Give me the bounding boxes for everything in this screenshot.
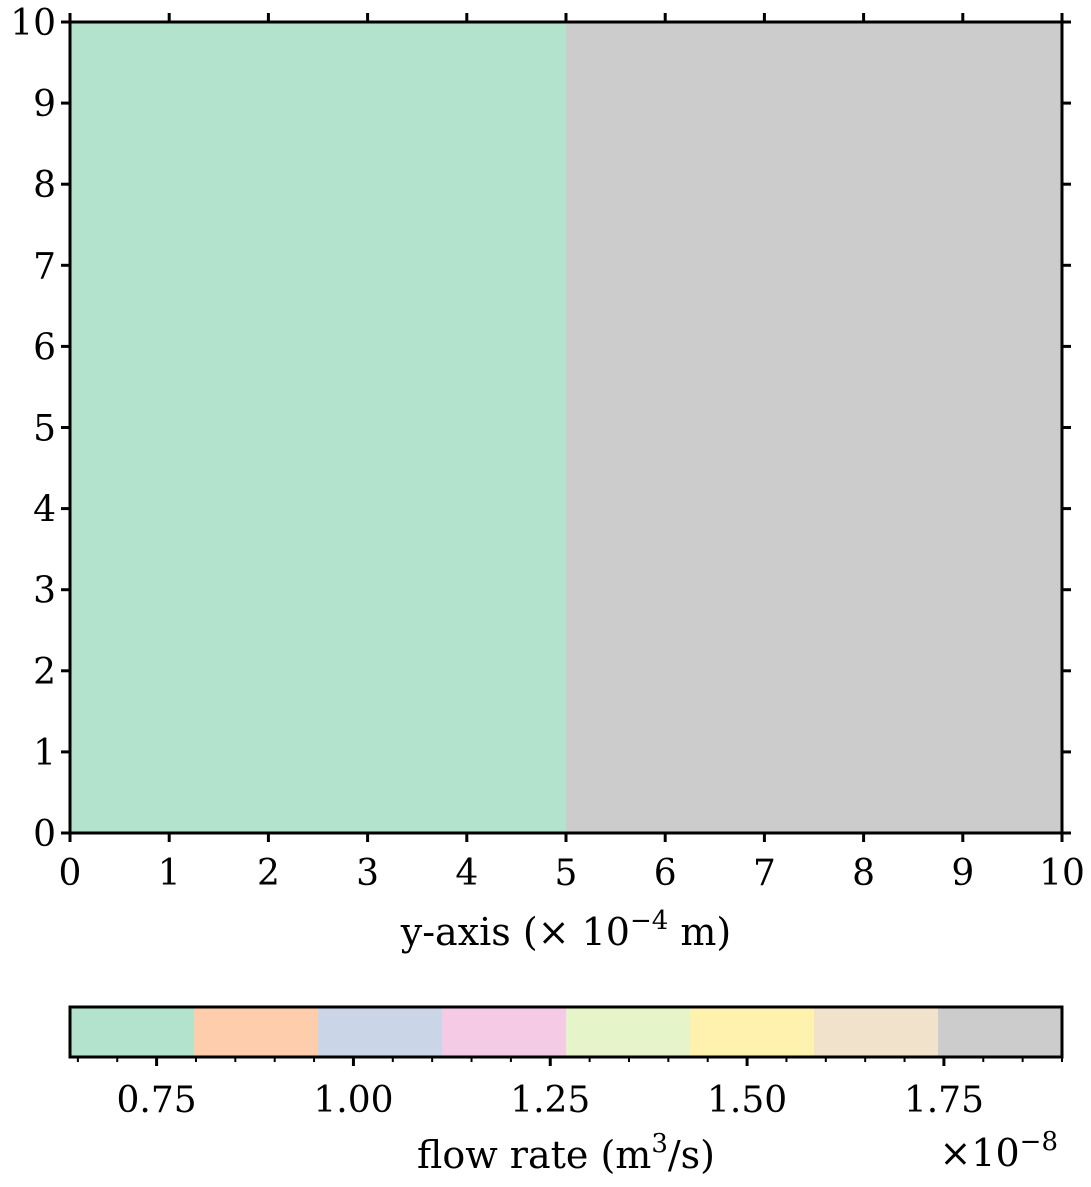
heatmap-region-1 bbox=[566, 22, 1062, 833]
x-tick-label: 5 bbox=[555, 853, 578, 894]
colorbar-segment-1 bbox=[194, 1007, 319, 1057]
colorbar-tick-label: 1.50 bbox=[707, 1080, 787, 1121]
colorbar-tick-label: 1.00 bbox=[313, 1080, 393, 1121]
x-tick-label: 0 bbox=[59, 853, 82, 894]
y-tick-label: 10 bbox=[10, 3, 56, 44]
y-tick-label: 3 bbox=[33, 571, 56, 612]
colorbar-segment-5 bbox=[690, 1007, 815, 1057]
colorbar-label-exponent: 3 bbox=[651, 1129, 668, 1159]
y-tick-label: 1 bbox=[33, 733, 56, 774]
colorbar-ticks: 0.75 1.00 1.25 1.50 1.75 bbox=[76, 1057, 1063, 1121]
colorbar-segment-6 bbox=[814, 1007, 939, 1057]
y-tick-label: 9 bbox=[33, 84, 56, 125]
y-tick-label: 0 bbox=[33, 814, 56, 855]
x-tick-label: 2 bbox=[257, 853, 280, 894]
colorbar-tick-label: 0.75 bbox=[117, 1080, 197, 1121]
y-tick-label: 2 bbox=[33, 652, 56, 693]
y-tick-label: 4 bbox=[33, 490, 56, 531]
x-tick-label: 10 bbox=[1039, 853, 1085, 894]
colorbar-tick-label: 1.25 bbox=[510, 1080, 590, 1121]
colorbar-frame bbox=[68, 1005, 1064, 1059]
x-tick-label: 8 bbox=[852, 853, 875, 894]
x-tick-label: 6 bbox=[654, 853, 677, 894]
colorbar-segment-0 bbox=[70, 1007, 195, 1057]
x-axis-label: y-axis (× 10−4 m) bbox=[400, 906, 732, 954]
colorbar-segment-4 bbox=[566, 1007, 691, 1057]
x-tick-label: 9 bbox=[951, 853, 974, 894]
x-axis: 0 1 2 3 4 5 6 7 8 9 10 bbox=[59, 13, 1085, 894]
y-axis: 0 1 2 3 4 5 6 7 8 9 10 bbox=[10, 3, 1071, 855]
x-tick-label: 7 bbox=[753, 853, 776, 894]
colorbar-segment-3 bbox=[442, 1007, 567, 1057]
colorbar bbox=[70, 1007, 1063, 1057]
colorbar-tick-label: 1.75 bbox=[904, 1080, 984, 1121]
y-tick-label: 6 bbox=[33, 327, 56, 368]
x-tick-label: 4 bbox=[455, 853, 478, 894]
colorbar-scale-exponent: −8 bbox=[1020, 1127, 1058, 1157]
x-tick-label: 3 bbox=[356, 853, 379, 894]
colorbar-scale-factor: ×10−8 bbox=[939, 1127, 1058, 1175]
x-tick-label: 1 bbox=[158, 853, 181, 894]
y-tick-label: 7 bbox=[33, 246, 56, 287]
x-axis-label-exponent: −4 bbox=[630, 906, 668, 936]
colorbar-label: flow rate (m3/s) bbox=[417, 1129, 715, 1177]
heatmap-region-0 bbox=[70, 22, 566, 833]
colorbar-segment-7 bbox=[938, 1007, 1063, 1057]
y-tick-label: 8 bbox=[33, 165, 56, 206]
colorbar-segment-2 bbox=[318, 1007, 443, 1057]
plot-regions bbox=[70, 22, 1062, 833]
y-tick-label: 5 bbox=[33, 409, 56, 450]
